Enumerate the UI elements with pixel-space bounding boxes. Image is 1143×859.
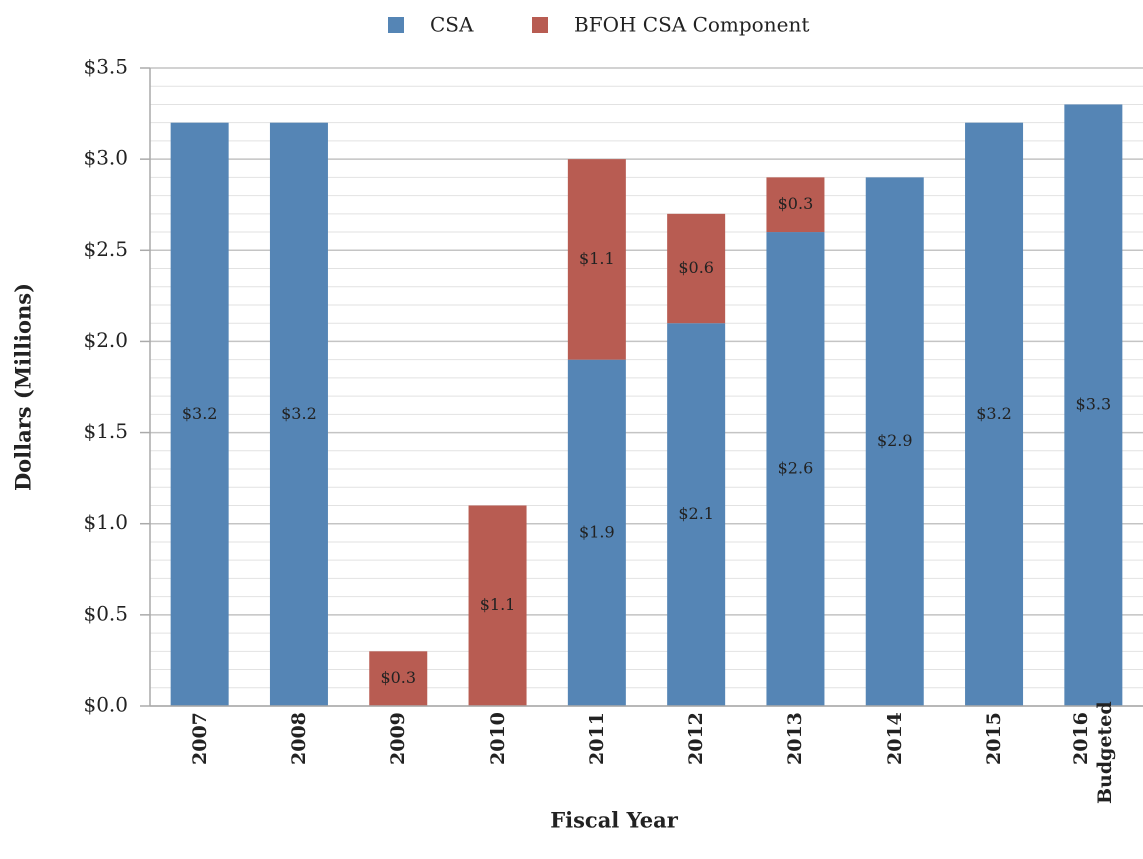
- y-axis-title: Dollars (Millions): [11, 283, 36, 491]
- x-tick-label: 2014: [883, 712, 906, 765]
- y-tick-label: $2.5: [83, 237, 128, 261]
- data-label: $2.9: [877, 431, 913, 450]
- x-tick-label: 2009: [387, 712, 410, 765]
- data-label: $1.9: [579, 522, 615, 541]
- x-tick-label: 2016 Budgeted: [1070, 701, 1117, 804]
- bar-segment: [567, 359, 626, 706]
- legend-label: CSA: [430, 13, 474, 37]
- bar-segment: [170, 122, 229, 706]
- legend-swatch: [532, 17, 548, 33]
- bar-segment: [1064, 104, 1123, 706]
- bar-segment: [667, 213, 726, 324]
- bar-segment: [766, 232, 825, 707]
- legend-label: BFOH CSA Component: [574, 13, 809, 37]
- y-tick-label: $1.0: [83, 510, 128, 534]
- data-label: $3.2: [976, 404, 1012, 423]
- x-tick-label: 2012: [685, 712, 708, 765]
- x-tick-label: 2010: [486, 712, 509, 765]
- legend-swatch: [388, 17, 404, 33]
- y-tick-label: $3.5: [83, 55, 128, 79]
- bar-segment: [567, 159, 626, 360]
- data-label: $0.3: [778, 194, 814, 213]
- x-tick-label: 2007: [188, 712, 211, 765]
- x-tick-label: 2008: [287, 712, 310, 765]
- bar-segment: [468, 505, 527, 706]
- bar-segment: [667, 323, 726, 706]
- bar-segment: [369, 651, 428, 706]
- data-label: $2.6: [778, 459, 814, 478]
- bar-segment: [965, 122, 1024, 706]
- y-tick-label: $3.0: [83, 146, 128, 170]
- data-label: $1.1: [579, 249, 615, 268]
- x-tick-label: 2013: [784, 712, 807, 765]
- data-label: $0.3: [380, 668, 416, 687]
- data-label: $3.2: [281, 404, 317, 423]
- x-axis-title: Fiscal Year: [550, 808, 679, 833]
- y-tick-label: $1.5: [83, 419, 128, 443]
- bar-segment: [766, 177, 825, 233]
- data-label: $1.1: [480, 595, 516, 614]
- data-label: $2.1: [678, 504, 714, 523]
- bar-segment: [865, 177, 924, 706]
- y-tick-label: $0.5: [83, 601, 128, 625]
- data-label: $3.2: [182, 404, 218, 423]
- data-label: $0.6: [678, 258, 714, 277]
- x-tick-label: 2015: [983, 712, 1006, 765]
- x-tick-label: 2011: [585, 712, 608, 765]
- y-tick-label: $0.0: [83, 693, 128, 717]
- bar-segment: [269, 122, 328, 706]
- y-tick-label: $2.0: [83, 328, 128, 352]
- data-label: $3.3: [1076, 395, 1112, 414]
